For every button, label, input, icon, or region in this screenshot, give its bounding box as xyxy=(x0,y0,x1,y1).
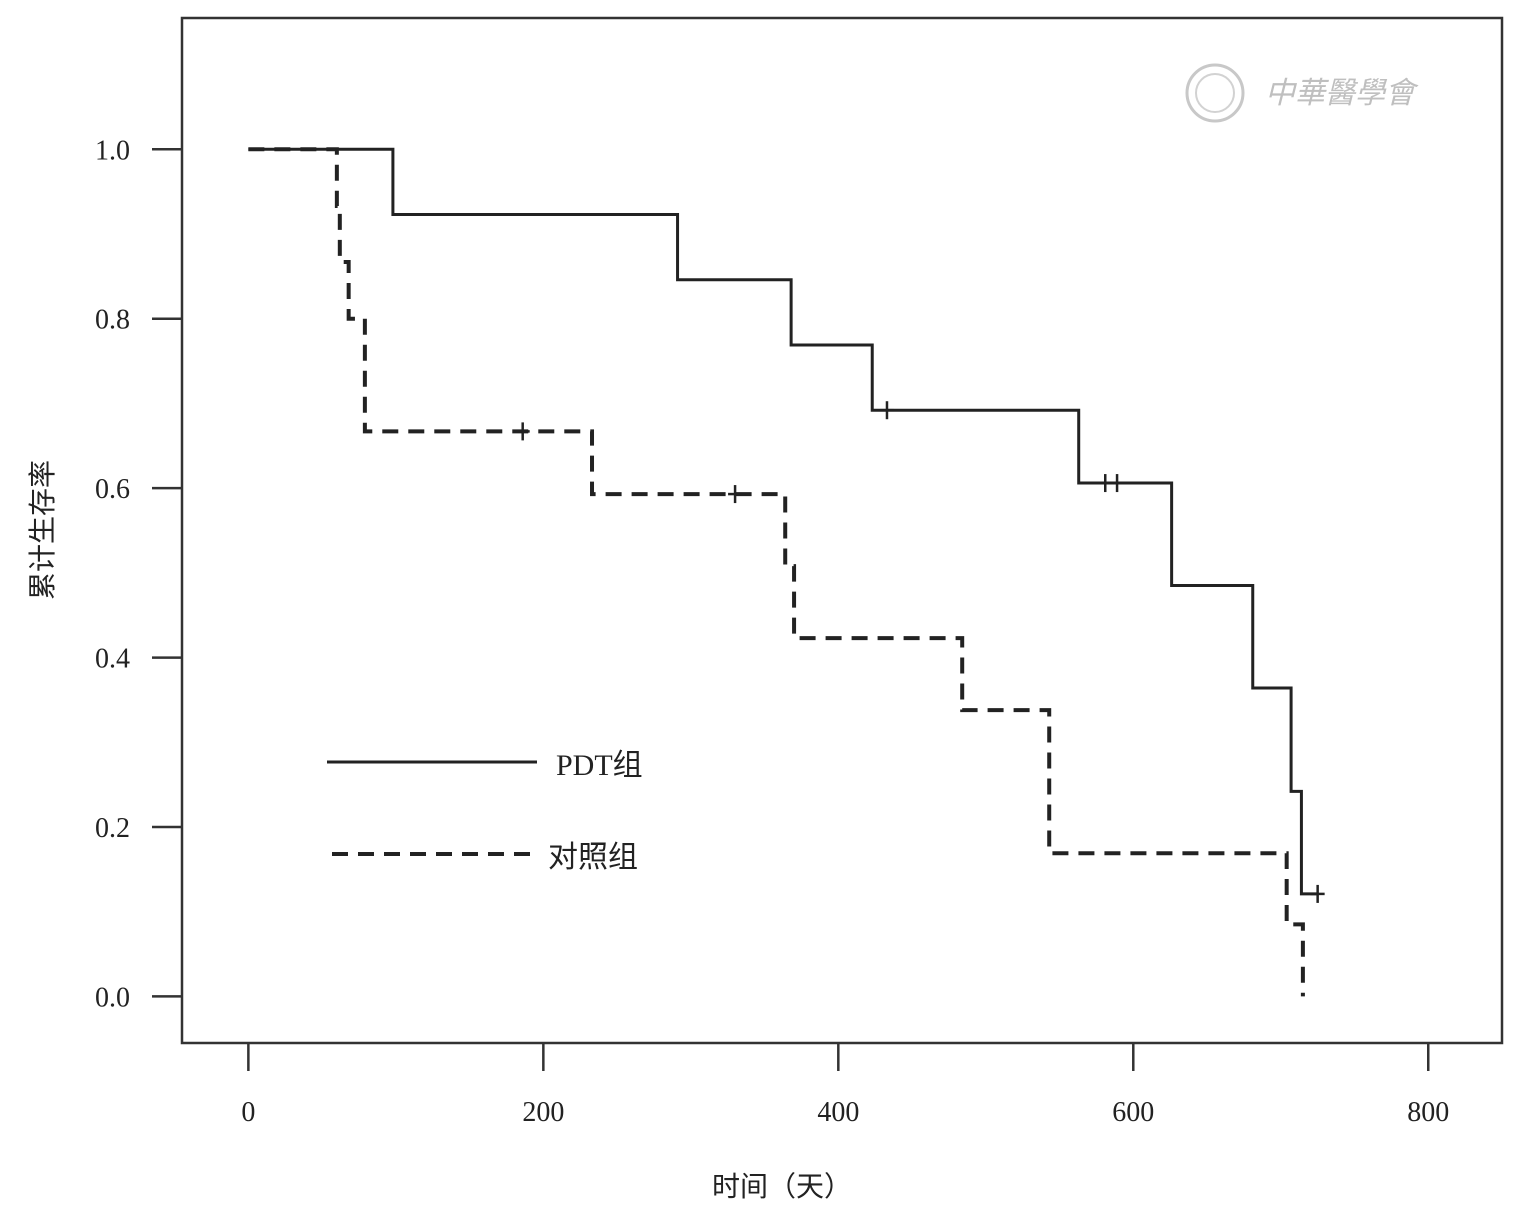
watermark-seal-icon xyxy=(1185,63,1245,123)
censor-mark xyxy=(1098,474,1113,493)
x-tick-label: 400 xyxy=(817,1097,859,1128)
y-axis-title: 累计生存率 xyxy=(26,460,59,600)
x-tick-label: 600 xyxy=(1112,1097,1154,1128)
y-tick-label: 0.8 xyxy=(95,305,130,336)
y-tick-label: 0.0 xyxy=(95,982,130,1013)
y-tick-label: 0.2 xyxy=(95,813,130,844)
x-tick-label: 0 xyxy=(241,1097,255,1128)
watermark-text: 中華醫學會 xyxy=(1265,76,1419,111)
censor-mark xyxy=(879,401,894,420)
y-tick-label: 0.4 xyxy=(95,644,130,675)
x-axis: 0 200 400 600 800 xyxy=(241,1043,1449,1128)
x-tick-label: 200 xyxy=(522,1097,564,1128)
legend: PDT组 对照组 xyxy=(327,749,643,874)
plot-frame xyxy=(180,16,1504,1045)
censor-mark xyxy=(1110,474,1125,493)
x-tick-label: 800 xyxy=(1407,1097,1449,1128)
censor-marks xyxy=(515,401,1325,903)
x-axis-title: 时间（天） xyxy=(712,1170,852,1203)
y-axis: 0.0 0.2 0.4 0.6 0.8 1.0 xyxy=(95,135,182,1013)
watermark: 中華醫學會 xyxy=(1185,63,1419,123)
y-tick-label: 1.0 xyxy=(95,135,130,166)
legend-label-pdt: PDT组 xyxy=(556,749,643,782)
series-layer xyxy=(248,147,1318,997)
series-line-pdt xyxy=(248,147,1318,896)
watermark-seal-inner xyxy=(1195,73,1235,113)
legend-label-control: 对照组 xyxy=(548,841,638,874)
censor-mark xyxy=(1310,884,1325,903)
series-line-control xyxy=(248,147,1305,997)
censor-mark xyxy=(515,422,530,441)
y-tick-label: 0.6 xyxy=(95,474,130,505)
censor-mark xyxy=(728,485,743,504)
